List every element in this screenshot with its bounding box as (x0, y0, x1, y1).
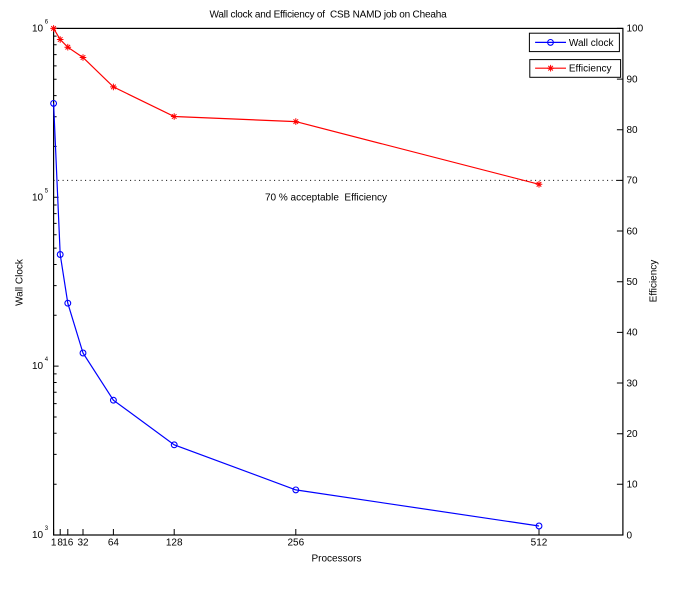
svg-text:512: 512 (531, 538, 548, 549)
svg-text:5: 5 (45, 188, 49, 194)
svg-text:70 % acceptable Efficiency: 70 % acceptable Efficiency (265, 193, 387, 204)
svg-text:32: 32 (77, 538, 89, 549)
svg-text:Efficiency: Efficiency (569, 64, 612, 75)
svg-text:4: 4 (45, 357, 49, 363)
svg-text:90: 90 (627, 74, 639, 85)
svg-text:20: 20 (627, 429, 639, 440)
svg-text:40: 40 (627, 328, 639, 339)
svg-text:10: 10 (32, 530, 44, 541)
svg-text:10: 10 (32, 192, 44, 203)
svg-text:0: 0 (627, 530, 633, 541)
svg-text:10: 10 (32, 361, 44, 372)
svg-text:60: 60 (627, 226, 639, 237)
svg-text:64: 64 (108, 538, 120, 549)
svg-text:10: 10 (32, 23, 44, 34)
svg-text:6: 6 (45, 20, 49, 26)
svg-text:10: 10 (627, 480, 639, 491)
svg-text:16: 16 (62, 538, 74, 549)
svg-text:80: 80 (627, 125, 639, 136)
svg-text:Wall clock and Efficiency of: Wall clock and Efficiency of CSB NAMD jo… (210, 10, 448, 21)
svg-text:8: 8 (57, 538, 63, 549)
svg-text:30: 30 (627, 378, 639, 389)
svg-text:Efficiency: Efficiency (649, 260, 660, 303)
svg-text:1: 1 (51, 538, 57, 549)
svg-text:256: 256 (287, 538, 304, 549)
svg-text:Processors: Processors (311, 554, 361, 565)
svg-text:3: 3 (45, 526, 49, 532)
svg-text:100: 100 (627, 24, 644, 35)
svg-text:128: 128 (166, 538, 183, 549)
svg-text:Wall Clock: Wall Clock (15, 258, 26, 306)
svg-text:Wall clock: Wall clock (569, 38, 615, 49)
svg-text:50: 50 (627, 277, 639, 288)
svg-text:70: 70 (627, 176, 639, 187)
